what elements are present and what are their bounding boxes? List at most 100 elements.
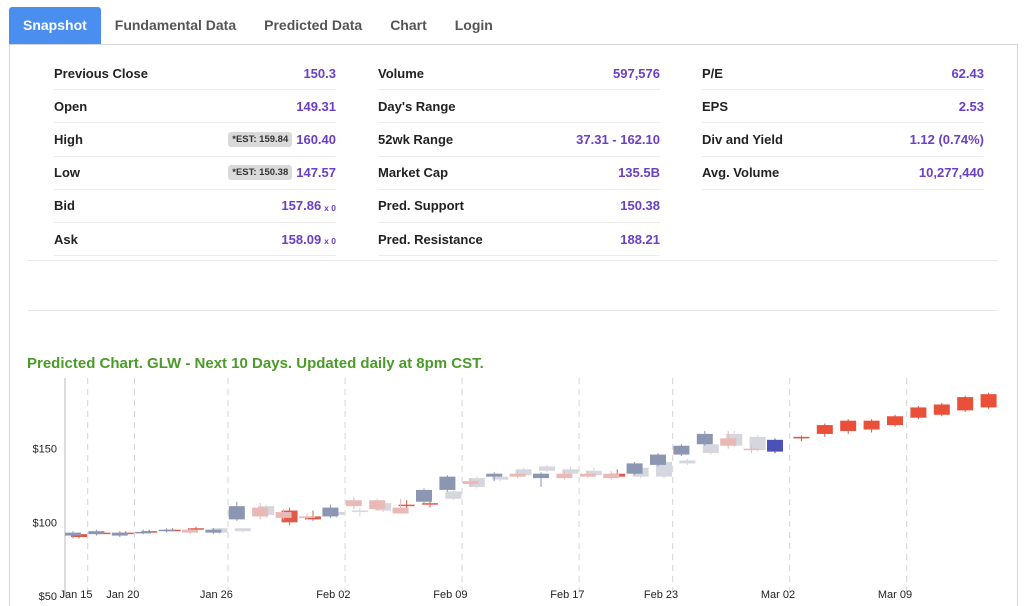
tab-chart[interactable]: Chart [390, 17, 427, 33]
actual-candle [158, 529, 175, 532]
stat-label: Div and Yield [702, 131, 783, 147]
tab-login[interactable]: Login [454, 17, 493, 33]
actual-candle [135, 531, 152, 534]
predicted-history-candle [422, 503, 438, 505]
stat-row-volume: Volume 597,576 [378, 57, 660, 91]
x-tick-label: Mar 09 [878, 589, 912, 601]
x-tick-label: Mar 02 [761, 589, 795, 601]
stat-label: Ask [54, 231, 78, 247]
estimate-badge: *EST: 159.84 [228, 131, 293, 147]
stat-value: 62.43 [951, 65, 984, 81]
actual-candle [533, 473, 549, 479]
predicted-history-candle [749, 436, 766, 451]
stat-value-group: 188.21 [620, 232, 660, 247]
tab-predicted-data[interactable]: Predicted Data [264, 17, 363, 33]
stat-value-group: 158.09 x 0 [281, 232, 336, 247]
actual-candle [65, 532, 81, 536]
predicted-history-candle [562, 469, 579, 474]
y-tick-label: $50 [39, 591, 57, 603]
stat-value: 597,576 [613, 65, 660, 81]
stat-label: Open [54, 98, 88, 114]
stat-row-p-e: P/E 62.43 [702, 57, 984, 91]
stat-value: 10,277,440 [918, 165, 984, 181]
stat-value: 2.53 [958, 98, 984, 114]
predicted-history-candle [515, 469, 532, 476]
stats-column-3: P/E 62.43 EPS 2.53 Div and Yield 1.12 (0.74%)… [702, 57, 984, 190]
stat-value: 160.40 [296, 131, 336, 147]
stat-label: Previous Close [54, 65, 148, 81]
actual-candle [252, 507, 269, 517]
stat-value: 150.38 [620, 198, 660, 214]
x-tick-label: Feb 09 [433, 589, 467, 601]
forecast-candle [910, 407, 927, 418]
tab-fundamental-data[interactable]: Fundamental Data [114, 17, 237, 33]
actual-candle [696, 433, 713, 445]
stat-value: 135.5B [618, 165, 660, 181]
x-tick-label: Jan 15 [59, 589, 92, 601]
stat-row-ask: Ask 158.09 x 0 [54, 223, 336, 257]
forecast-candle [887, 416, 903, 426]
predicted-history-candle [679, 460, 696, 464]
predicted-history-candle [398, 504, 415, 507]
divider [28, 310, 998, 311]
stat-row-52wk-range: 52wk Range 37.31 - 162.10 [378, 123, 660, 157]
stat-row-high: High *EST: 159.84 160.40 [54, 123, 336, 157]
actual-candle [88, 531, 105, 535]
predicted-history-candle [234, 528, 251, 532]
actual-candle [486, 473, 503, 477]
actual-candle [111, 532, 128, 536]
actual-candle [673, 445, 690, 455]
predicted-history-candle [351, 510, 368, 513]
order-size: x 0 [324, 202, 336, 213]
stat-row-previous-close: Previous Close 150.3 [54, 57, 336, 91]
stat-row-eps: EPS 2.53 [702, 90, 984, 124]
y-tick-label: $100 [33, 517, 57, 529]
x-tick-label: Feb 02 [316, 589, 350, 601]
stat-value: 188.21 [620, 231, 660, 247]
stat-value: 149.31 [296, 98, 336, 114]
actual-candle [369, 500, 386, 510]
y-tick-label: $150 [33, 444, 57, 456]
stat-value: 147.57 [296, 165, 336, 181]
stat-value-group: *EST: 159.84 160.40 [228, 131, 336, 147]
tab-bar: Snapshot Fundamental Data Predicted Data Ch… [9, 7, 507, 44]
actual-candle [720, 438, 737, 446]
stat-value-group: 10,277,440 [919, 165, 984, 180]
stat-row-bid: Bid 157.86 x 0 [54, 190, 336, 223]
predicted-history-candle [585, 470, 602, 476]
predicted-candlestick-chart: $50 $100 $150 Jan 15 Jan 20 Jan 26 Feb 02 Feb 0… [33, 378, 997, 603]
actual-candle [416, 489, 432, 502]
stat-value-group: 157.86 x 0 [281, 198, 336, 213]
stat-label: EPS [702, 98, 729, 114]
stat-value-group: 37.31 - 162.10 [576, 132, 660, 147]
stat-label: Avg. Volume [702, 165, 780, 181]
stat-value: 1.12 (0.74%) [909, 131, 984, 147]
actual-candle [439, 476, 456, 490]
actual-candle [275, 512, 292, 518]
stat-row-day-s-range: Day's Range [378, 90, 660, 124]
stat-row-open: Open 149.31 [54, 90, 336, 124]
stat-label: High [54, 131, 83, 147]
actual-candle [556, 473, 573, 479]
predicted-history-candle [188, 528, 204, 530]
forecast-candle [863, 420, 880, 430]
actual-candle [205, 529, 222, 533]
forecast-candle [840, 420, 857, 431]
actual-candle [603, 473, 620, 479]
forecast-candle [980, 394, 997, 408]
actual-candle [322, 507, 339, 517]
stat-value-group: 149.31 [296, 99, 336, 114]
tab-snapshot[interactable]: Snapshot [9, 7, 101, 44]
chart-title: Predicted Chart. GLW - Next 10 Days. Upd… [27, 355, 484, 372]
predicted-history-candle [445, 491, 462, 499]
actual-candle [767, 439, 783, 452]
forecast-candle [933, 404, 950, 415]
order-size: x 0 [324, 236, 336, 247]
stat-label: Pred. Support [378, 198, 464, 214]
actual-candle [299, 516, 315, 518]
stat-value: 158.09 [281, 231, 322, 247]
stat-value: 150.3 [303, 65, 336, 81]
stat-row-pred-support: Pred. Support 150.38 [378, 190, 660, 223]
stat-value-group: *EST: 150.38 147.57 [228, 165, 336, 181]
x-tick-label: Feb 17 [550, 589, 584, 601]
